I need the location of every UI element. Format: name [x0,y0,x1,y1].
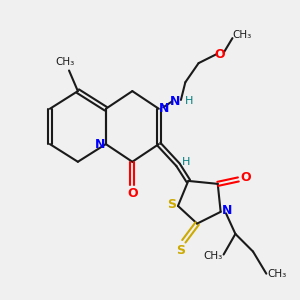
Text: S: S [176,244,185,256]
Text: O: O [240,172,251,184]
Text: N: N [95,138,106,151]
Text: N: N [170,95,180,108]
Text: N: N [222,204,232,217]
Text: O: O [127,187,138,200]
Text: H: H [185,96,193,106]
Text: CH₃: CH₃ [232,30,251,40]
Text: H: H [182,157,190,167]
Text: CH₃: CH₃ [267,269,286,279]
Text: S: S [167,198,176,211]
Text: O: O [214,48,224,61]
Text: CH₃: CH₃ [55,57,74,67]
Text: CH₃: CH₃ [204,251,223,261]
Text: N: N [159,102,169,115]
